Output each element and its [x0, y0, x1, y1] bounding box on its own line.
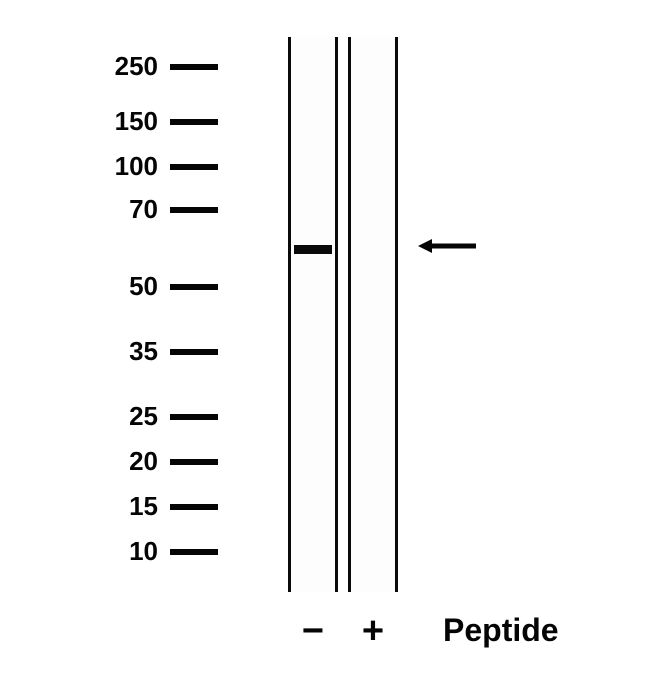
ladder-marker: 10: [90, 536, 270, 567]
lane-labels-row: − + Peptide: [288, 610, 608, 650]
ladder-tick: [170, 64, 218, 70]
ladder-tick: [170, 349, 218, 355]
ladder-marker: 50: [90, 271, 270, 302]
ladder-label: 15: [90, 491, 170, 522]
molecular-weight-ladder: 250 150 100 70 50 35 25 20 15 10: [90, 30, 270, 590]
ladder-tick: [170, 504, 218, 510]
ladder-marker: 20: [90, 446, 270, 477]
gel-lanes: [288, 37, 408, 592]
ladder-marker: 250: [90, 51, 270, 82]
ladder-marker: 25: [90, 401, 270, 432]
ladder-tick: [170, 164, 218, 170]
ladder-label: 100: [90, 151, 170, 182]
ladder-tick: [170, 119, 218, 125]
ladder-marker: 35: [90, 336, 270, 367]
ladder-label: 70: [90, 194, 170, 225]
lane-minus-peptide: [288, 37, 338, 592]
ladder-marker: 150: [90, 106, 270, 137]
lane-plus-peptide: [348, 37, 398, 592]
ladder-label: 25: [90, 401, 170, 432]
western-blot-diagram: 250 150 100 70 50 35 25 20 15 10 − + Peptide: [0, 30, 650, 686]
lane-label-minus: −: [288, 610, 338, 653]
ladder-marker: 15: [90, 491, 270, 522]
ladder-tick: [170, 414, 218, 420]
ladder-label: 50: [90, 271, 170, 302]
ladder-label: 10: [90, 536, 170, 567]
protein-band: [294, 245, 332, 254]
ladder-label: 20: [90, 446, 170, 477]
peptide-text-label: Peptide: [443, 612, 559, 649]
ladder-label: 35: [90, 336, 170, 367]
ladder-marker: 70: [90, 194, 270, 225]
lane-label-plus: +: [348, 610, 398, 653]
ladder-tick: [170, 284, 218, 290]
ladder-tick: [170, 459, 218, 465]
ladder-label: 250: [90, 51, 170, 82]
ladder-tick: [170, 549, 218, 555]
ladder-label: 150: [90, 106, 170, 137]
ladder-marker: 100: [90, 151, 270, 182]
band-indicator-arrow: [418, 236, 478, 256]
ladder-tick: [170, 207, 218, 213]
